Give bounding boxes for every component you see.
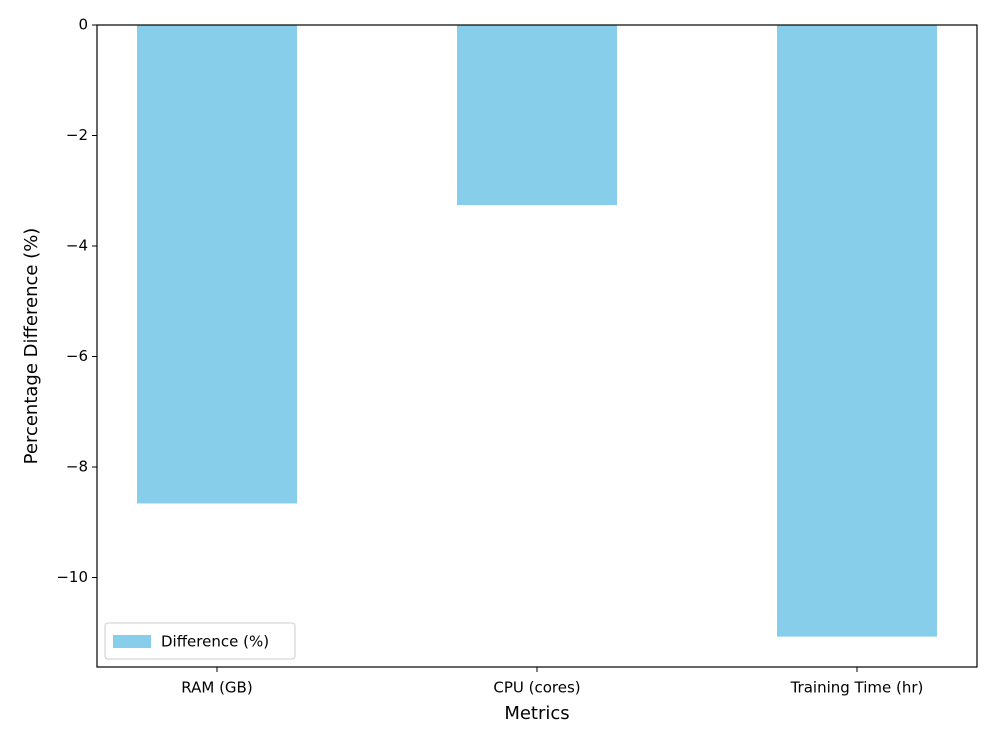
- bar: [137, 25, 297, 504]
- x-tick-label: RAM (GB): [181, 679, 252, 697]
- y-tick-label: −10: [56, 568, 88, 586]
- x-axis-label: Metrics: [504, 703, 569, 724]
- bar: [777, 25, 937, 637]
- x-tick-label: CPU (cores): [493, 679, 580, 697]
- y-tick-label: 0: [78, 16, 88, 34]
- y-tick-label: −6: [66, 347, 88, 365]
- y-tick-label: −4: [66, 236, 88, 254]
- y-tick-label: −8: [66, 457, 88, 475]
- y-tick-label: −2: [66, 126, 88, 144]
- x-tick-label: Training Time (hr): [790, 679, 924, 697]
- legend-label: Difference (%): [161, 633, 269, 651]
- legend-box: [104, 622, 296, 660]
- legend-swatch: [113, 635, 151, 648]
- plot-frame: [96, 24, 978, 668]
- bar: [457, 25, 617, 206]
- y-axis-label: Percentage Difference (%): [21, 228, 42, 465]
